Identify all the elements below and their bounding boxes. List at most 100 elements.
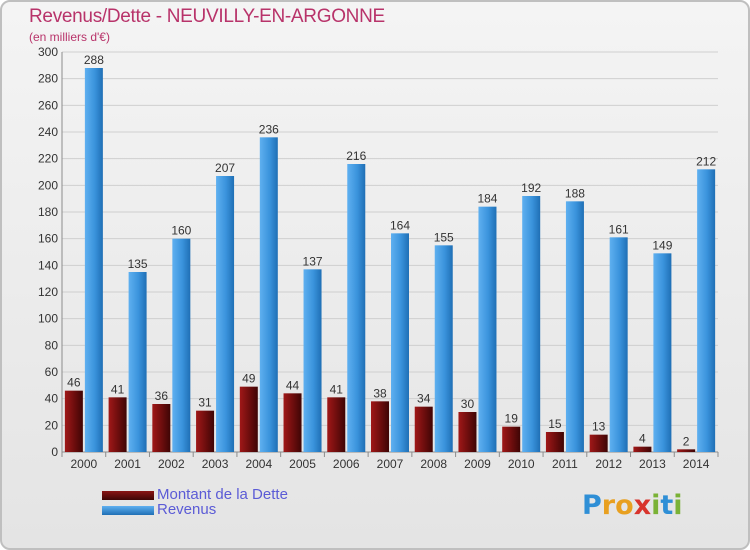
data-label-debt: 15 <box>548 417 562 431</box>
y-tick-label: 20 <box>45 418 59 432</box>
data-label-revenue: 161 <box>609 222 629 236</box>
data-label-revenue: 135 <box>128 257 148 271</box>
y-tick-label: 0 <box>51 445 58 459</box>
data-label-revenue: 207 <box>215 161 235 175</box>
data-label-debt: 41 <box>330 382 344 396</box>
data-label-revenue: 288 <box>84 53 104 67</box>
bar-revenue <box>303 269 322 452</box>
bar-revenue <box>697 169 716 453</box>
legend-label-debt: Montant de la Dette <box>157 486 288 503</box>
chart-title: Revenus/Dette - NEUVILLY-EN-ARGONNE <box>29 6 385 27</box>
data-label-revenue: 149 <box>652 238 672 252</box>
y-tick-label: 260 <box>38 98 58 112</box>
y-tick-label: 120 <box>38 285 58 299</box>
data-label-debt: 44 <box>286 378 300 392</box>
proxiti-logo: Proxiti <box>582 490 683 521</box>
y-tick-label: 280 <box>38 72 58 86</box>
data-label-debt: 2 <box>683 434 690 448</box>
x-tick-label: 2007 <box>377 457 404 471</box>
x-tick-label: 2005 <box>289 457 316 471</box>
bar-debt <box>589 434 608 452</box>
bar-debt <box>633 446 652 452</box>
bar-debt <box>327 397 346 452</box>
x-tick-label: 2011 <box>552 457 578 471</box>
y-tick-label: 40 <box>45 392 59 406</box>
x-tick-label: 2002 <box>158 457 185 471</box>
y-tick-label: 80 <box>45 338 59 352</box>
bar-revenue <box>259 137 278 453</box>
legend-swatch-debt <box>102 491 154 500</box>
x-tick-label: 2001 <box>114 457 141 471</box>
data-label-debt: 46 <box>67 376 81 390</box>
data-label-revenue: 184 <box>477 192 497 206</box>
y-tick-label: 220 <box>38 152 58 166</box>
data-label-debt: 36 <box>155 389 169 403</box>
data-label-debt: 13 <box>592 420 606 434</box>
bar-debt <box>545 432 564 452</box>
bar-debt <box>196 410 215 452</box>
y-tick-label: 160 <box>38 232 58 246</box>
data-label-revenue: 188 <box>565 186 585 200</box>
x-tick-label: 2004 <box>245 457 272 471</box>
bar-debt <box>414 406 433 452</box>
bar-revenue <box>478 206 497 452</box>
y-tick-label: 300 <box>38 45 58 59</box>
data-label-debt: 4 <box>639 432 646 446</box>
data-label-debt: 30 <box>461 397 475 411</box>
bar-debt <box>677 449 696 452</box>
y-tick-label: 60 <box>45 365 59 379</box>
y-tick-label: 140 <box>38 258 58 272</box>
bar-debt <box>371 401 389 452</box>
bar-revenue <box>172 238 191 452</box>
x-tick-label: 2000 <box>71 457 98 471</box>
y-tick-label: 240 <box>38 125 58 139</box>
legend-label-revenue: Revenus <box>157 501 217 518</box>
y-tick-label: 180 <box>38 205 58 219</box>
data-label-debt: 31 <box>198 396 212 410</box>
x-tick-label: 2014 <box>683 457 710 471</box>
bar-debt <box>64 390 83 452</box>
data-label-revenue: 155 <box>434 230 454 244</box>
bar-revenue <box>216 176 235 452</box>
x-tick-label: 2009 <box>464 457 491 471</box>
bar-debt <box>458 412 477 452</box>
data-label-revenue: 216 <box>346 149 366 163</box>
x-tick-label: 2003 <box>202 457 229 471</box>
data-label-debt: 34 <box>417 392 431 406</box>
bar-debt <box>152 404 171 452</box>
bar-revenue <box>565 201 584 452</box>
data-label-revenue: 160 <box>171 224 191 238</box>
data-label-debt: 41 <box>111 382 125 396</box>
data-label-revenue: 164 <box>390 218 410 232</box>
bar-debt <box>502 426 521 452</box>
bar-revenue <box>522 196 541 452</box>
bar-revenue <box>434 245 453 452</box>
legend-swatch-revenue <box>102 506 154 515</box>
bar-revenue <box>128 272 147 452</box>
data-label-debt: 49 <box>242 372 256 386</box>
bar-revenue <box>347 164 366 452</box>
chart-subtitle: (en milliers d'€) <box>29 30 110 44</box>
y-tick-label: 100 <box>38 312 58 326</box>
data-label-revenue: 137 <box>303 254 323 268</box>
bar-revenue <box>84 68 103 452</box>
data-label-debt: 19 <box>505 412 519 426</box>
data-label-revenue: 236 <box>259 122 279 136</box>
x-tick-label: 2012 <box>595 457 622 471</box>
x-tick-label: 2010 <box>508 457 535 471</box>
y-tick-label: 200 <box>38 178 58 192</box>
data-label-revenue: 192 <box>521 181 541 195</box>
bar-revenue <box>609 237 628 452</box>
bar-debt <box>108 397 127 452</box>
x-tick-label: 2008 <box>420 457 447 471</box>
bar-debt <box>283 393 302 452</box>
bar-debt <box>239 386 258 452</box>
data-label-debt: 38 <box>373 386 387 400</box>
x-tick-label: 2013 <box>639 457 666 471</box>
bar-revenue <box>653 253 672 452</box>
bar-revenue <box>391 233 409 452</box>
data-label-revenue: 212 <box>696 154 716 168</box>
x-tick-label: 2006 <box>333 457 360 471</box>
